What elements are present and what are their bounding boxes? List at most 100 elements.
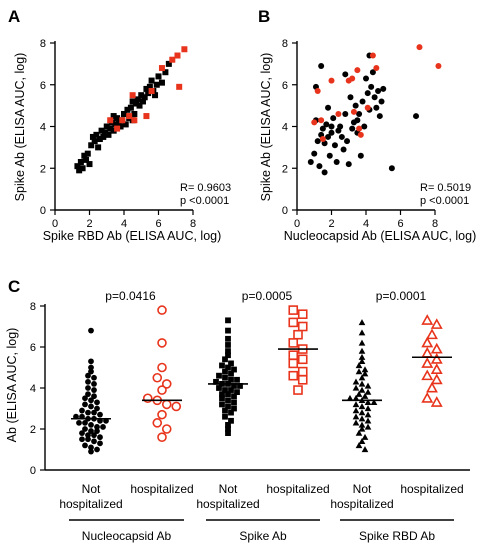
panel-c-group1-point bbox=[88, 364, 94, 371]
panel-a-red-point bbox=[143, 113, 150, 120]
panel-c-group2-point bbox=[161, 424, 172, 434]
panel-c-group5-point bbox=[358, 415, 366, 422]
panel-b-black-point bbox=[371, 94, 378, 101]
panel-b-red-point bbox=[373, 65, 380, 72]
panel-b-black-point bbox=[321, 169, 328, 176]
panel-c-group4-point bbox=[288, 317, 299, 328]
panel-a-black-point bbox=[107, 125, 114, 132]
panel-c-p-value: p=0.0005 bbox=[242, 289, 293, 303]
panel-a-black-point bbox=[153, 81, 160, 88]
panel-b-black-point bbox=[325, 104, 332, 111]
panel-a-black-point bbox=[100, 133, 107, 140]
panel-c-group5-point bbox=[358, 386, 366, 393]
panel-c-group2-point bbox=[152, 372, 163, 383]
panel-c-group5-point bbox=[358, 380, 366, 387]
panel-c-group-label-line2: hospitalized bbox=[196, 497, 259, 511]
panel-c-group1-point bbox=[85, 372, 91, 379]
panel-c-group1-point bbox=[85, 391, 91, 398]
panel-b-red-point bbox=[354, 67, 361, 74]
panel-c-group3-point bbox=[225, 335, 231, 342]
panel-c-group4-point bbox=[288, 350, 299, 361]
panel-a-black-point bbox=[110, 127, 117, 134]
panel-a-red-point bbox=[174, 52, 181, 59]
panel-a-black-point bbox=[89, 133, 96, 140]
panel-c-group1-point bbox=[76, 419, 82, 426]
panel-b-p-value: p <0.0001 bbox=[420, 195, 469, 207]
panel-a-y-tick-label: 8 bbox=[40, 38, 46, 50]
panel-c-group1-point bbox=[94, 399, 100, 406]
panel-c-group3-point bbox=[225, 364, 231, 371]
panel-c-group3-point bbox=[213, 378, 219, 385]
panel-a-x-tick-label: 0 bbox=[52, 218, 58, 230]
panel-c-group1-point bbox=[79, 430, 85, 436]
panel-c-group6-point bbox=[421, 392, 434, 403]
panel-c-group6-point bbox=[430, 353, 443, 364]
panel-a-black-point bbox=[91, 138, 98, 145]
panel-c-y-tick-label: 2 bbox=[30, 424, 36, 436]
panel-c-group1-point bbox=[82, 401, 88, 408]
panel-b-red-point bbox=[435, 62, 442, 69]
panel-c-group3-point bbox=[225, 403, 231, 410]
panel-c-group3-point bbox=[228, 370, 234, 377]
panel-c-group-label-line2: hospitalized bbox=[130, 482, 193, 496]
panel-a-black-point bbox=[96, 136, 103, 143]
panel-b-red-point bbox=[318, 117, 325, 124]
panel-c-group2-point bbox=[161, 399, 172, 410]
panel-a-black-point bbox=[146, 83, 153, 90]
panel-a-red-point bbox=[131, 117, 138, 124]
panel-c-group6-point bbox=[430, 373, 443, 385]
panel-c-group3-point bbox=[231, 393, 237, 400]
panel-a-red-point bbox=[158, 65, 165, 72]
panel-b-black-point bbox=[357, 152, 364, 159]
panel-a-black-point bbox=[115, 119, 122, 126]
panel-c-group6-point bbox=[430, 342, 443, 354]
panel-c-group2-point bbox=[171, 401, 182, 412]
panel-b-red-point bbox=[349, 75, 356, 82]
panel-b-black-point bbox=[369, 69, 376, 76]
panel-b-black-point bbox=[331, 142, 338, 149]
panel-b-black-point bbox=[333, 158, 340, 165]
panel-c-y-tick-label: 6 bbox=[30, 342, 36, 354]
panel-a-black-point bbox=[86, 161, 93, 168]
panel-a-black-point bbox=[102, 129, 109, 136]
panel-c-group4-point bbox=[293, 329, 303, 340]
panel-c-group3-point bbox=[231, 383, 237, 389]
panel-c-group1-point bbox=[97, 411, 103, 418]
panel-a-red-point bbox=[114, 125, 121, 132]
panel-c-group5-point bbox=[355, 368, 363, 375]
panel-b: B 0 2 4 6 8 0 2 4 6 8 R= 0.5019 p <0.0001 Nucleoc… bbox=[258, 7, 476, 243]
panel-c-group5-point bbox=[358, 319, 366, 326]
panel-c-group1-point bbox=[94, 428, 100, 434]
panel-c-group-label-line2: hospitalized bbox=[266, 482, 329, 496]
panel-c-group1-point bbox=[94, 405, 100, 412]
panel-b-y-tick-label: 4 bbox=[282, 122, 288, 134]
panel-a-black-point bbox=[158, 79, 165, 86]
panel-c-group1-point bbox=[94, 446, 100, 453]
panel-b-black-point bbox=[328, 129, 335, 136]
panel-c-group5-point bbox=[358, 425, 366, 432]
panel-b-black-point bbox=[307, 158, 314, 165]
panel-c-group6-point bbox=[430, 396, 443, 407]
panel-c-group3-point bbox=[219, 362, 225, 369]
panel-b-black-point bbox=[323, 121, 330, 128]
panel-c-group3-point bbox=[228, 360, 234, 367]
panel-c-group-label-line2: hospitalized bbox=[59, 497, 122, 511]
panel-c-group1-point bbox=[82, 442, 88, 449]
panel-b-red-point bbox=[350, 108, 357, 115]
panel-c-group3-point bbox=[228, 417, 234, 424]
panel-c-group1-point bbox=[82, 419, 88, 426]
panel-a-black-point bbox=[105, 131, 112, 138]
panel-c-group2-point bbox=[157, 338, 167, 348]
panel-c-group3-point bbox=[225, 391, 231, 398]
panel-c-group5-point bbox=[361, 446, 369, 453]
panel-c-group1-point bbox=[91, 432, 97, 439]
panel-c-group5-point bbox=[355, 429, 363, 436]
panel-c-group1-point bbox=[88, 358, 94, 365]
panel-b-black-point bbox=[345, 161, 352, 168]
panel-c-group3-point bbox=[225, 422, 231, 428]
panel-c-group3-point bbox=[219, 401, 225, 408]
panel-c-group1-point bbox=[91, 438, 97, 445]
panel-c-group4-point bbox=[288, 370, 299, 381]
panel-b-black-point bbox=[373, 104, 380, 111]
